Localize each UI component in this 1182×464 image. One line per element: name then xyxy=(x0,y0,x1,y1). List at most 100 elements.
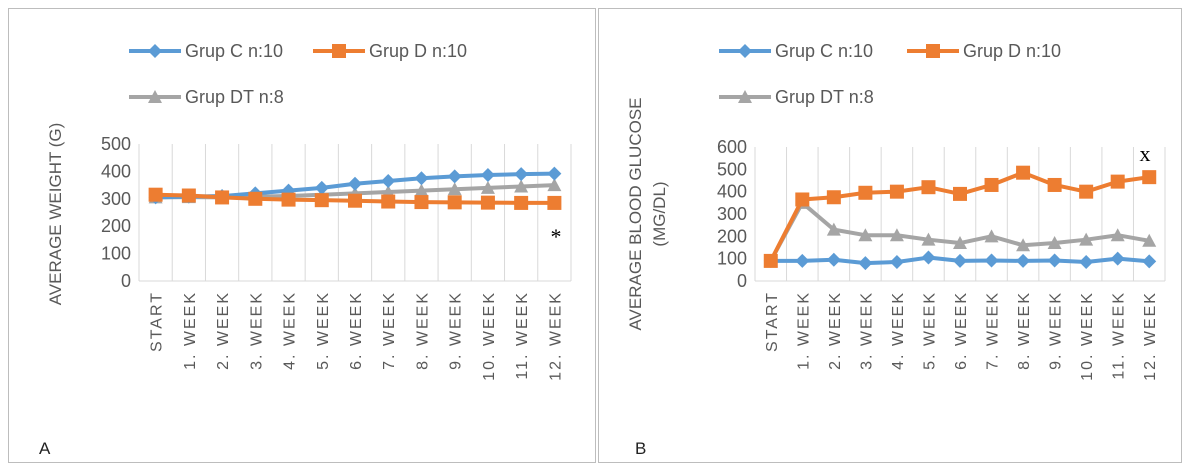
data-point xyxy=(763,253,778,268)
data-point xyxy=(1142,254,1157,269)
x-tick-label: 10. WEEK xyxy=(1079,291,1096,381)
y-tick-label: 400 xyxy=(717,182,747,202)
data-point xyxy=(314,180,329,195)
data-point xyxy=(480,195,495,210)
chart-panel-a: 0 100 200 300 400 500 START 1. WEEK 2. WEEK 3. WE… xyxy=(8,8,596,463)
x-tick-label: 6. WEEK xyxy=(348,291,365,370)
data-point xyxy=(547,178,562,192)
data-point xyxy=(1142,233,1157,247)
data-point xyxy=(858,228,873,242)
series-Grup D n:10 xyxy=(148,187,562,210)
panel-label: B xyxy=(635,439,646,458)
x-tick-label: 5. WEEK xyxy=(921,291,938,370)
x-tick-label: START xyxy=(149,291,166,352)
weight-chart: 0 100 200 300 400 500 START 1. WEEK 2. WEEK 3. WE… xyxy=(39,41,572,458)
y-tick-label: 200 xyxy=(717,226,747,246)
data-point xyxy=(1047,236,1062,250)
legend-marker xyxy=(148,44,162,58)
legend-item: Grup C n:10 xyxy=(129,41,283,61)
data-point xyxy=(1110,251,1125,266)
data-point xyxy=(314,193,329,208)
legend-label: Grup DT n:8 xyxy=(185,87,284,107)
x-tick-label: 3. WEEK xyxy=(858,291,875,370)
data-point xyxy=(1079,255,1094,270)
data-point xyxy=(953,253,967,268)
y-axis-label: AVERAGE BLOOD GLUCOSE (MG/DL) xyxy=(626,97,669,330)
series-Grup C n:10 xyxy=(763,250,1157,271)
x-tick-label: 5. WEEK xyxy=(315,291,332,370)
legend-item: Grup DT n:8 xyxy=(129,87,284,107)
data-point xyxy=(381,194,396,209)
legend: Grup C n:10 Grup D n:10 Grup DT n:8 xyxy=(719,41,1061,107)
data-point xyxy=(348,193,362,208)
x-tick-label: 7. WEEK xyxy=(381,291,398,370)
data-point xyxy=(381,173,396,188)
data-point xyxy=(826,222,841,236)
data-point xyxy=(447,195,462,210)
data-point xyxy=(889,184,904,199)
x-tick-label: 2. WEEK xyxy=(827,291,844,370)
legend-label: Grup D n:10 xyxy=(963,41,1061,61)
x-tick-labels: START 1. WEEK 2. WEEK 3. WEEK 4. WEEK 5. WEEK… xyxy=(764,291,1159,381)
y-tick-label: 300 xyxy=(101,189,131,209)
data-point xyxy=(248,191,263,206)
legend-label: Grup DT n:8 xyxy=(775,87,874,107)
y-axis-label-line1: AVERAGE BLOOD GLUCOSE xyxy=(626,97,645,330)
data-point xyxy=(215,190,230,205)
data-point xyxy=(547,195,562,210)
x-tick-label: 7. WEEK xyxy=(985,291,1002,370)
series-Grup D n:10 xyxy=(763,165,1157,268)
data-point xyxy=(414,195,429,210)
data-point xyxy=(826,252,841,267)
data-point xyxy=(447,182,462,196)
x-tick-labels: START 1. WEEK 2. WEEK 3. WEEK 4. WEEK 5. WEEK… xyxy=(149,291,565,381)
x-tick-label: 2. WEEK xyxy=(215,291,232,370)
chart-panel-b: 0 100 200 300 400 500 600 START 1. WEEK 2. WEEK 3.… xyxy=(598,8,1182,463)
legend-item: Grup C n:10 xyxy=(719,41,873,61)
data-point xyxy=(921,250,936,265)
data-point xyxy=(953,186,967,201)
x-tick-label: 1. WEEK xyxy=(795,291,812,370)
data-point xyxy=(1016,238,1031,252)
x-tick-label: 8. WEEK xyxy=(414,291,431,370)
y-tick-label: 0 xyxy=(121,271,131,291)
data-point xyxy=(826,190,841,205)
data-point xyxy=(1110,174,1125,189)
data-point xyxy=(414,183,429,197)
x-tick-label: 3. WEEK xyxy=(248,291,265,370)
data-point xyxy=(795,192,810,207)
x-tick-label: 12. WEEK xyxy=(547,291,564,381)
legend-marker xyxy=(148,90,162,103)
x-tick-label: 11. WEEK xyxy=(1111,291,1128,380)
x-tick-label: 4. WEEK xyxy=(282,291,299,370)
data-point xyxy=(480,180,495,194)
data-point xyxy=(514,167,529,182)
legend-label: Grup C n:10 xyxy=(185,41,283,61)
legend-marker xyxy=(738,44,752,58)
legend-marker xyxy=(738,90,752,103)
data-point xyxy=(447,169,462,184)
data-point xyxy=(1047,253,1062,268)
data-point xyxy=(1079,184,1094,199)
legend-marker xyxy=(332,44,346,58)
y-tick-label: 300 xyxy=(717,204,747,224)
y-tick-labels: 0 100 200 300 400 500 xyxy=(101,134,131,291)
x-tick-label: 11. WEEK xyxy=(514,291,531,380)
panel-label: A xyxy=(39,439,51,458)
x-tick-label: START xyxy=(764,291,781,352)
x-tick-label: 6. WEEK xyxy=(953,291,970,370)
series-line xyxy=(769,200,1150,262)
legend: Grup C n:10 Grup D n:10 Grup DT n:8 xyxy=(129,41,467,107)
x-tick-label: 1. WEEK xyxy=(182,291,199,370)
x-tick-label: 8. WEEK xyxy=(1016,291,1033,370)
x-tick-label: 4. WEEK xyxy=(890,291,907,370)
data-point xyxy=(547,166,562,181)
data-point xyxy=(1110,228,1125,242)
data-point xyxy=(921,180,936,195)
y-tick-label: 200 xyxy=(101,216,131,236)
y-tick-label: 500 xyxy=(717,159,747,179)
legend-item: Grup D n:10 xyxy=(313,41,467,61)
data-point xyxy=(1079,232,1094,246)
x-tick-label: 9. WEEK xyxy=(448,291,465,370)
